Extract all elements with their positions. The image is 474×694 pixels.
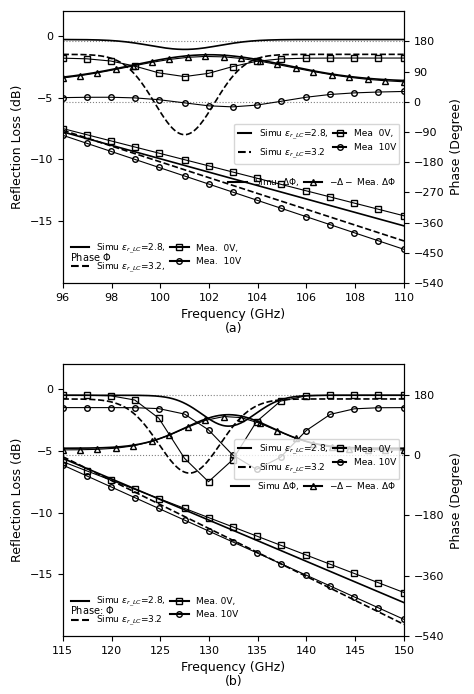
Y-axis label: Phase (Degree): Phase (Degree) — [450, 99, 463, 196]
X-axis label: Frequency (GHz): Frequency (GHz) — [182, 308, 285, 321]
Text: Phase $\Phi$: Phase $\Phi$ — [70, 251, 111, 263]
Legend: Simu $\varepsilon_{r\_LC}$=2.8,, Simu $\varepsilon_{r\_LC}$=3.2,, Mea.  0V,, Mea: Simu $\varepsilon_{r\_LC}$=2.8,, Simu $\… — [67, 238, 245, 278]
Y-axis label: Phase (Degree): Phase (Degree) — [450, 452, 463, 549]
Legend: Simu $\varepsilon_{r\_LC}$=2.8,, Simu $\varepsilon_{r\_LC}$=3.2, Mea. 0V,, Mea. : Simu $\varepsilon_{r\_LC}$=2.8,, Simu $\… — [67, 591, 242, 632]
Y-axis label: Reflection Loss (dB): Reflection Loss (dB) — [11, 85, 24, 209]
Text: Phase: $\Phi$: Phase: $\Phi$ — [70, 604, 114, 616]
Text: (a): (a) — [225, 322, 242, 335]
Text: (b): (b) — [225, 675, 242, 688]
Y-axis label: Reflection Loss (dB): Reflection Loss (dB) — [11, 438, 24, 562]
X-axis label: Frequency (GHz): Frequency (GHz) — [182, 661, 285, 675]
